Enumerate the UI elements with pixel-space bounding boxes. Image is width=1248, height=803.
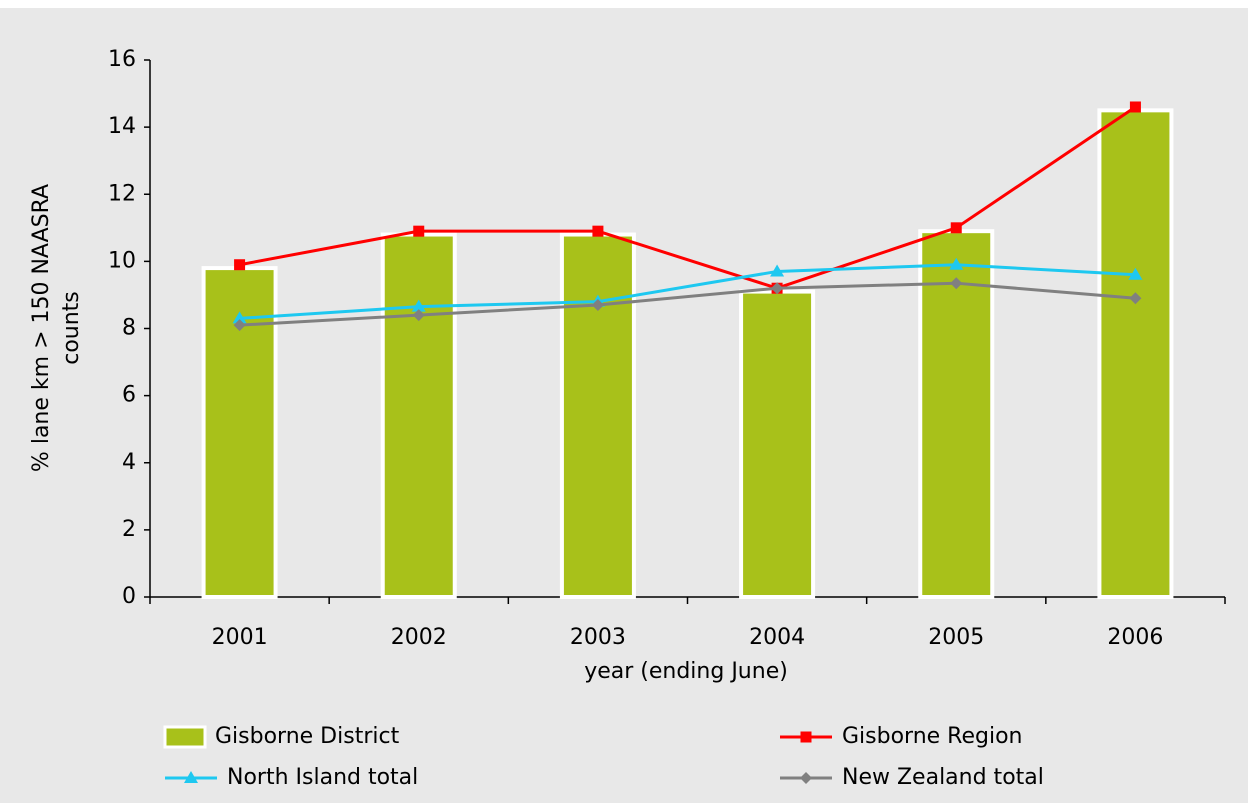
x-tick-label: 2002 [391,625,447,650]
legend-marker [800,731,812,743]
line-marker [1129,101,1141,113]
x-tick-label: 2004 [749,625,805,650]
line-marker [592,225,604,237]
legend-label: Gisborne Region [842,724,1023,749]
y-tick-label: 4 [122,450,136,475]
legend-label: New Zealand total [842,765,1044,790]
y-tick-label: 14 [108,114,136,139]
y-tick-label: 2 [122,517,136,542]
legend-marker [184,771,198,783]
line [239,105,1137,290]
line-marker [232,311,247,324]
bar [1097,108,1174,599]
bar [559,232,636,599]
line-marker [950,222,962,234]
y-tick-label: 12 [108,181,136,206]
line-marker [770,264,785,277]
x-tick-label: 2001 [212,625,268,650]
line-marker [1128,267,1143,280]
legend-marker [800,772,812,784]
line-marker [413,225,425,237]
y-tick-label: 16 [108,47,136,72]
y-axis-title: % lane km > 150 NAASRA [29,184,54,472]
bar [918,229,995,599]
legend-label: Gisborne District [215,724,400,749]
line [239,281,1136,327]
line-marker [234,259,246,271]
x-axis-title: year (ending June) [584,659,788,684]
line-marker [412,309,425,322]
x-tick-label: 2006 [1107,625,1163,650]
legend-swatch [163,725,207,749]
line-marker [591,299,604,312]
legend-label: North Island total [227,765,418,790]
line-marker [950,277,963,290]
y-tick-label: 6 [122,383,136,408]
bar [739,289,816,599]
line [239,263,1136,320]
line-marker [233,319,246,332]
x-tick-label: 2005 [928,625,984,650]
line-marker [771,282,784,295]
line-marker [949,257,964,270]
line-marker [411,299,426,312]
y-tick-label: 8 [122,316,136,341]
y-tick-label: 10 [108,248,136,273]
y-axis-title: counts [59,291,84,365]
x-tick-label: 2003 [570,625,626,650]
line-marker [1129,292,1142,305]
bar [380,232,457,599]
y-tick-label: 0 [122,584,136,609]
